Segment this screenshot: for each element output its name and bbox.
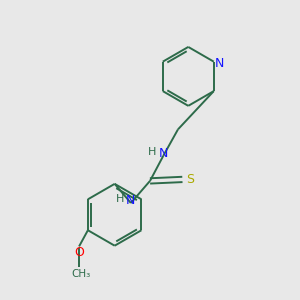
Text: N: N bbox=[214, 57, 224, 70]
Text: N: N bbox=[159, 147, 169, 160]
Text: H: H bbox=[148, 147, 156, 158]
Text: CH₃: CH₃ bbox=[71, 268, 90, 278]
Text: H: H bbox=[116, 194, 124, 205]
Text: N: N bbox=[126, 194, 136, 207]
Text: S: S bbox=[186, 173, 194, 186]
Text: O: O bbox=[74, 246, 84, 260]
